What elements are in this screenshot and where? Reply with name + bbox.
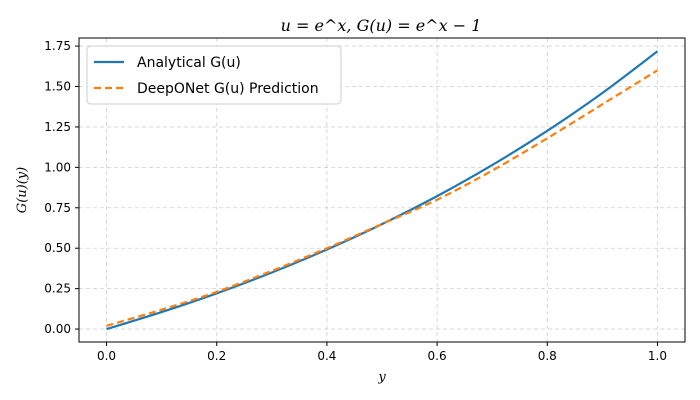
y-tick-label: 1.50: [44, 80, 71, 94]
y-tick-label: 0.50: [44, 241, 71, 255]
x-tick-label: 0.4: [317, 349, 336, 363]
x-tick-label: 1.0: [648, 349, 667, 363]
legend-label-deeponet: DeepONet G(u) Prediction: [137, 81, 319, 97]
plot-area-frame: [78, 37, 686, 343]
y-axis-label: G(u)(y): [15, 167, 30, 213]
legend-box: [86, 45, 342, 105]
y-tick-label: 0.00: [44, 322, 71, 336]
y-tick-label: 1.00: [44, 160, 71, 174]
x-tick-label: 0.8: [538, 349, 557, 363]
y-tick-label: 0.75: [44, 201, 71, 215]
series-layer: [106, 50, 659, 331]
x-axis-label: y: [377, 370, 386, 385]
legend-label-analytical: Analytical G(u): [137, 55, 241, 71]
legend: Analytical G(u) DeepONet G(u) Prediction: [86, 45, 342, 105]
x-tick-label: 0.0: [97, 349, 116, 363]
y-tick-label: 1.25: [44, 120, 71, 134]
y-tick-label: 0.25: [44, 282, 71, 296]
x-axis-ticks: 0.0 0.2 0.4 0.6 0.8 1.0: [97, 342, 667, 363]
y-axis-ticks: 0.00 0.25 0.50 0.75 1.00 1.25 1.50 1.75: [44, 39, 79, 336]
y-tick-label: 1.75: [44, 39, 71, 53]
chart-title: u = e^x, G(u) = e^x − 1: [281, 16, 482, 35]
x-tick-label: 0.2: [207, 349, 226, 363]
x-tick-label: 0.6: [428, 349, 447, 363]
series-line-deeponet: [106, 69, 659, 327]
